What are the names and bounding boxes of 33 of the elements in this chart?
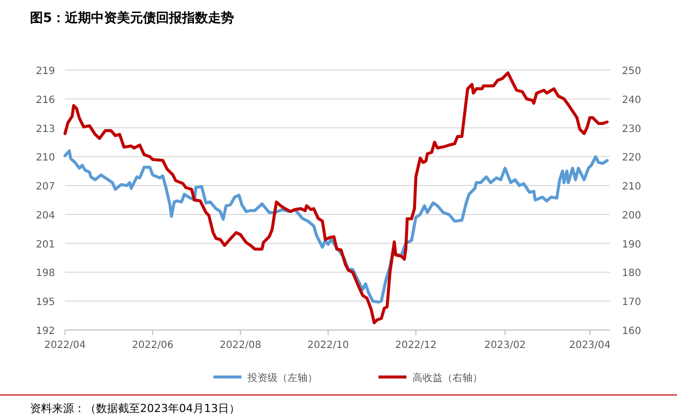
- legend-label: 投资级（左轴）: [246, 372, 318, 384]
- x-tick-label: 2022/12: [395, 340, 437, 351]
- y-tick-label: 219: [36, 66, 55, 77]
- y-tick-label: 207: [36, 182, 55, 193]
- y-tick-label: 201: [36, 239, 55, 250]
- y-tick-label: 216: [36, 94, 55, 106]
- x-tick-label: 2022/08: [220, 340, 262, 351]
- legend-label: 高收益（右轴）: [412, 372, 482, 384]
- y-tick-label: 213: [36, 124, 55, 135]
- y2-tick-label: 180: [622, 268, 642, 280]
- y2-tick-label: 210: [622, 182, 642, 193]
- y2-tick-label: 220: [622, 152, 642, 164]
- y-tick-label: 195: [36, 297, 55, 308]
- y2-tick-label: 240: [622, 94, 642, 106]
- y2-tick-label: 160: [622, 326, 642, 337]
- y2-tick-label: 170: [622, 297, 642, 308]
- x-tick-label: 2022/10: [307, 340, 349, 351]
- y-tick-label: 198: [36, 268, 55, 280]
- line-series: [64, 149, 609, 304]
- x-tick-label: 2023/02: [484, 340, 526, 351]
- y-tick-label: 210: [36, 152, 55, 164]
- y2-tick-label: 200: [622, 210, 642, 222]
- line-series: [64, 71, 609, 324]
- text: 资料来源：（数据截至2023年04月13日）: [30, 402, 240, 415]
- y2-tick-label: 190: [622, 239, 642, 250]
- y2-tick-label: 230: [622, 124, 642, 135]
- x-tick-label: 2023/04: [569, 340, 611, 351]
- y2-tick-label: 250: [622, 66, 642, 77]
- x-tick-label: 2022/04: [44, 340, 86, 351]
- x-tick-label: 2022/06: [132, 340, 174, 351]
- chart-title: 图5：近期中资美元债回报指数走势: [30, 10, 234, 26]
- y-tick-label: 192: [36, 326, 55, 337]
- y-tick-label: 204: [36, 210, 55, 222]
